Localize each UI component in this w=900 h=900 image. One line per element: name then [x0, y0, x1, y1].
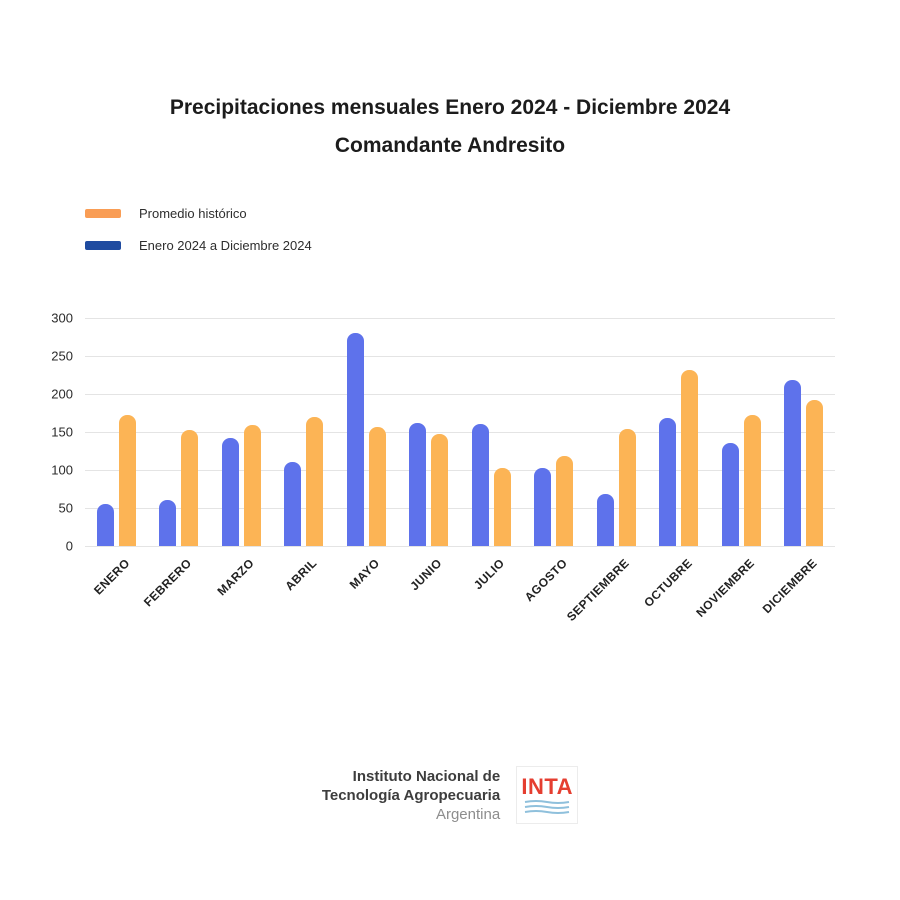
bar-junio-historico	[431, 433, 449, 546]
institute-text: Instituto Nacional de Tecnología Agropec…	[322, 767, 500, 824]
bar-julio-actual	[471, 423, 489, 546]
bar-septiembre-historico	[618, 428, 636, 546]
legend-swatch-blue	[85, 240, 121, 250]
x-axis-label: AGOSTO	[521, 556, 570, 605]
x-axis-label: DICIEMBRE	[759, 556, 820, 617]
x-axis-label: MAYO	[346, 556, 383, 592]
plot-area: 0 50 100 150 200 250 300 ENERO FEBRERO MARZO ABRIL…	[51, 311, 835, 624]
y-axis-tick-label: 200	[51, 386, 73, 402]
institute-line1: Instituto Nacional de	[352, 767, 501, 785]
gridline	[85, 508, 835, 509]
y-axis-tick-label: 100	[51, 462, 73, 478]
bar-mayo-actual	[346, 333, 364, 546]
legend-label: Enero 2024 a Diciembre 2024	[139, 237, 312, 253]
gridline	[85, 432, 835, 433]
bar-julio-historico	[493, 467, 511, 546]
bar-septiembre-actual	[596, 494, 614, 546]
bar-octubre-actual	[659, 417, 677, 546]
gridline	[85, 546, 835, 547]
gridline	[85, 470, 835, 471]
footer: Instituto Nacional de Tecnología Agropec…	[0, 766, 900, 824]
bar-marzo-actual	[221, 438, 239, 546]
x-axis-label: JUNIO	[407, 556, 445, 594]
x-axis-label: JULIO	[470, 556, 508, 593]
x-axis-label: MARZO	[214, 556, 258, 599]
bar-noviembre-actual	[721, 443, 739, 546]
x-axis-label: OCTUBRE	[640, 556, 695, 610]
x-axis-label: ABRIL	[282, 556, 320, 594]
bar-enero-actual	[96, 504, 114, 546]
bar-agosto-actual	[534, 468, 552, 546]
gridline	[85, 356, 835, 357]
bar-abril-historico	[306, 416, 324, 546]
gridline	[85, 394, 835, 395]
bar-abril-actual	[284, 462, 302, 546]
x-axis-label: ENERO	[90, 556, 133, 598]
gridline	[85, 318, 835, 319]
legend-label: Promedio histórico	[139, 205, 247, 221]
legend-item-promedio-historico: Promedio histórico	[85, 203, 312, 223]
bar-noviembre-historico	[743, 415, 761, 546]
x-axis-label: NOVIEMBRE	[693, 556, 758, 620]
bar-diciembre-historico	[806, 400, 824, 546]
bar-febrero-historico	[181, 429, 199, 546]
y-axis-tick-label: 50	[58, 500, 73, 516]
y-axis-tick-label: 300	[51, 310, 73, 326]
institute-line2: Tecnología Agropecuaria	[321, 786, 501, 804]
bar-junio-actual	[409, 422, 427, 546]
bar-agosto-historico	[556, 456, 574, 546]
inta-logo: INTA	[516, 766, 579, 824]
x-axis-label: SEPTIEMBRE	[564, 556, 633, 624]
chart-title: Precipitaciones mensuales Enero 2024 - D…	[169, 96, 731, 119]
legend-item-enero-diciembre-2024: Enero 2024 a Diciembre 2024	[85, 235, 312, 255]
legend-swatch-orange	[85, 208, 121, 218]
bar-febrero-actual	[159, 500, 177, 546]
y-axis-tick-label: 150	[51, 424, 73, 440]
chart-legend: Promedio histórico Enero 2024 a Diciembr…	[85, 203, 312, 267]
bar-marzo-historico	[243, 425, 261, 546]
bar-diciembre-actual	[784, 380, 802, 546]
inta-logo-waves-icon	[525, 800, 570, 814]
institute-line3: Argentina	[435, 805, 501, 823]
inta-logo-text: INTA	[521, 774, 574, 799]
chart-subtitle: Comandante Andresito	[334, 134, 566, 157]
y-axis-tick-label: 250	[51, 348, 73, 364]
bar-octubre-historico	[681, 370, 699, 546]
x-axis-label: FEBRERO	[141, 556, 195, 610]
bar-enero-historico	[118, 414, 136, 546]
y-axis-tick-label: 0	[65, 538, 73, 554]
bar-mayo-historico	[368, 427, 386, 546]
